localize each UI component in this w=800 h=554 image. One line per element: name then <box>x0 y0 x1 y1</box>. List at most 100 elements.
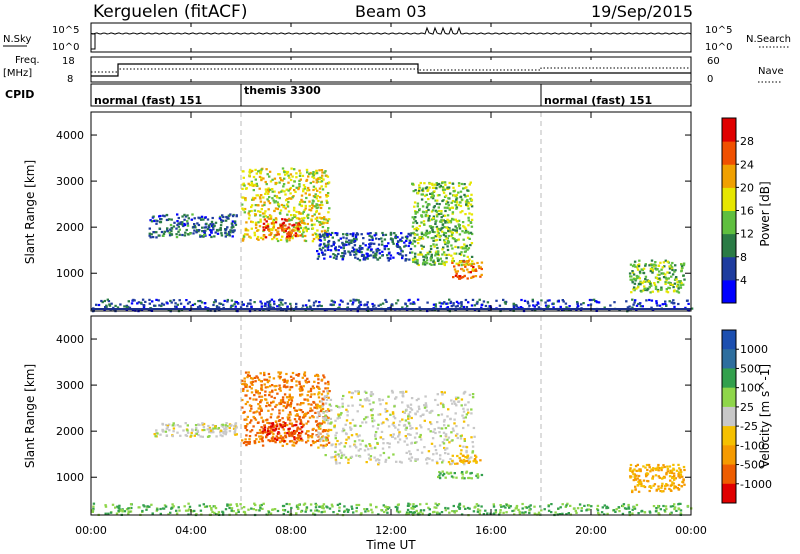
backscatter-cell <box>338 462 341 465</box>
backscatter-cell <box>315 404 318 407</box>
backscatter-cell <box>454 412 457 415</box>
backscatter-cell <box>324 454 327 457</box>
backscatter-cell <box>292 377 295 380</box>
backscatter-cell <box>232 231 235 234</box>
backscatter-cell <box>468 258 471 261</box>
backscatter-cell <box>258 225 262 228</box>
backscatter-cell <box>260 208 263 211</box>
backscatter-cell <box>655 300 658 303</box>
backscatter-cell <box>634 485 637 488</box>
backscatter-cell <box>212 301 216 304</box>
backscatter-cell <box>476 261 479 265</box>
backscatter-cell <box>359 443 362 446</box>
backscatter-cell <box>256 204 259 207</box>
backscatter-cell <box>244 199 247 202</box>
backscatter-cell <box>378 399 381 402</box>
backscatter-cell <box>272 400 275 403</box>
backscatter-cell <box>660 286 663 289</box>
backscatter-cell <box>231 220 235 223</box>
backscatter-cell <box>236 504 239 508</box>
backscatter-cell <box>632 288 635 291</box>
backscatter-cell <box>208 233 212 237</box>
backscatter-cell <box>318 191 322 194</box>
backscatter-cell <box>412 231 415 234</box>
backscatter-cell <box>262 427 265 430</box>
backscatter-cell <box>420 215 424 218</box>
backscatter-cell <box>381 250 384 253</box>
backscatter-cell <box>672 472 676 475</box>
backscatter-cell <box>392 453 395 456</box>
backscatter-cell <box>663 265 666 268</box>
backscatter-cell <box>359 300 362 303</box>
backscatter-cell <box>331 236 334 239</box>
backscatter-cell <box>399 247 402 250</box>
backscatter-cell <box>289 375 293 378</box>
backscatter-cell <box>323 418 326 421</box>
backscatter-cell <box>282 400 285 404</box>
backscatter-cell <box>393 405 396 408</box>
backscatter-cell <box>462 460 465 463</box>
backscatter-cell <box>473 435 476 438</box>
backscatter-cell <box>447 452 450 455</box>
backscatter-cell <box>265 220 268 223</box>
backscatter-cell <box>233 229 236 232</box>
backscatter-cell <box>289 302 292 305</box>
backscatter-cell <box>270 422 274 425</box>
backscatter-cell <box>429 247 433 250</box>
backscatter-cell <box>263 378 266 381</box>
backscatter-cell <box>287 226 290 229</box>
backscatter-cell <box>444 448 447 451</box>
backscatter-cell <box>228 504 231 507</box>
backscatter-cell <box>331 443 334 446</box>
backscatter-cell <box>371 237 374 240</box>
backscatter-cell <box>350 505 353 508</box>
backscatter-cell <box>432 430 435 433</box>
backscatter-cell <box>458 456 461 460</box>
backscatter-cell <box>179 302 183 305</box>
backscatter-cell <box>404 419 408 422</box>
backscatter-cell <box>367 448 370 451</box>
velocity-colorbar-tick-label: 100 <box>740 382 761 395</box>
backscatter-cell <box>583 504 586 507</box>
backscatter-cell <box>136 302 139 305</box>
backscatter-cell <box>432 243 435 246</box>
backscatter-cell <box>173 221 176 224</box>
backscatter-cell <box>155 222 158 225</box>
backscatter-cell <box>435 238 439 242</box>
backscatter-cell <box>317 427 321 430</box>
backscatter-cell <box>248 385 251 388</box>
backscatter-cell <box>425 409 428 412</box>
backscatter-cell <box>207 428 211 431</box>
backscatter-cell <box>316 229 319 232</box>
backscatter-cell <box>657 487 660 491</box>
backscatter-cell <box>300 439 303 442</box>
backscatter-cell <box>198 504 201 507</box>
backscatter-cell <box>321 221 324 224</box>
velocity-colorbar-tick-label: 1000 <box>740 343 768 356</box>
backscatter-cell <box>673 290 676 293</box>
backscatter-cell <box>418 435 421 439</box>
backscatter-cell <box>458 252 461 255</box>
backscatter-cell <box>244 233 247 236</box>
backscatter-cell <box>442 219 445 222</box>
backscatter-cell <box>317 255 321 258</box>
backscatter-cell <box>475 474 478 477</box>
backscatter-cell <box>299 394 302 397</box>
backscatter-cell <box>435 506 438 509</box>
backscatter-cell <box>480 505 483 508</box>
backscatter-cell <box>307 390 310 393</box>
backscatter-cell <box>634 478 638 481</box>
backscatter-cell <box>427 428 430 431</box>
backscatter-cell <box>265 168 268 171</box>
backscatter-cell <box>328 403 331 406</box>
backscatter-cell <box>401 257 404 260</box>
backscatter-cell <box>193 217 196 220</box>
backscatter-cell <box>259 210 262 213</box>
backscatter-cell <box>242 170 245 173</box>
backscatter-cell <box>309 435 312 438</box>
backscatter-cell <box>665 288 668 291</box>
backscatter-cell <box>255 172 258 175</box>
backscatter-cell <box>539 505 542 508</box>
backscatter-cell <box>274 388 277 391</box>
